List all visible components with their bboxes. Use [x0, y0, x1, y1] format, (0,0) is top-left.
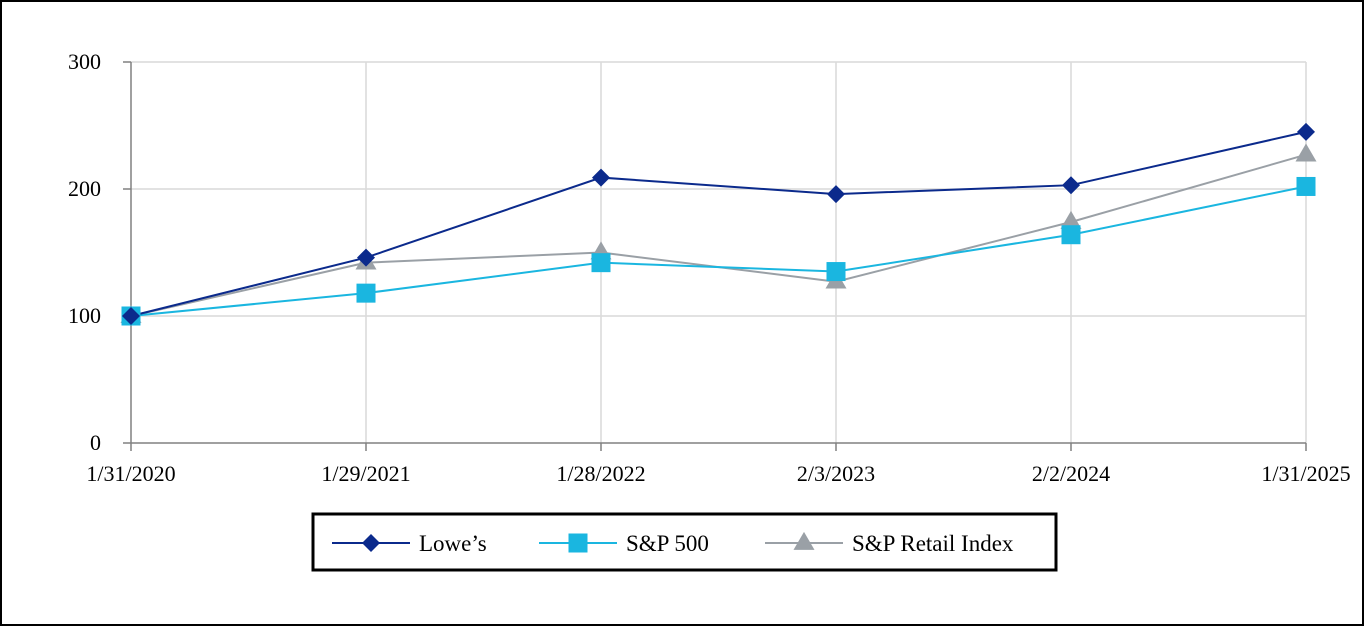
- legend-label-0: Lowe’s: [419, 531, 487, 556]
- legend-marker-1: [568, 533, 588, 553]
- data-point-s2-5: [1295, 143, 1317, 162]
- legend-marker-2: [793, 531, 815, 550]
- data-point-s1-5: [1296, 176, 1316, 196]
- data-point-s1-4: [1061, 225, 1081, 245]
- y-tick-label: 100: [68, 303, 101, 328]
- data-point-s0-0: [122, 307, 140, 325]
- y-tick-label: 300: [68, 49, 101, 74]
- tick-labels: 0 100 200 300 1/31/2020 1/29/2021 1/28/2022 2/3…: [68, 49, 1351, 486]
- series-lines: [130, 130, 1307, 317]
- data-point-s0-2: [592, 168, 610, 187]
- series-markers: [120, 122, 1317, 326]
- data-point-s0-3: [827, 185, 845, 204]
- x-tick-label: 1/31/2025: [1261, 461, 1350, 486]
- x-tick-label: 1/28/2022: [556, 461, 645, 486]
- legend-box: [311, 512, 1058, 572]
- data-point-s1-3: [826, 262, 846, 282]
- series-line-2: [130, 153, 1307, 317]
- x-tick-label: 1/29/2021: [321, 461, 410, 486]
- y-tick-label: 200: [68, 176, 101, 201]
- legend-marker-0: [362, 534, 380, 552]
- x-tick-label: 1/31/2020: [86, 461, 175, 486]
- data-point-s1-2: [591, 253, 611, 273]
- series-line-1: [130, 185, 1307, 317]
- data-point-s1-1: [356, 283, 376, 303]
- x-tick-label: 2/2/2024: [1032, 461, 1110, 486]
- axes: [123, 61, 1307, 451]
- data-point-s2-4: [1060, 210, 1082, 229]
- legend-label-2: S&P Retail Index: [852, 531, 1014, 556]
- legend: Lowe’s S&P 500 S&P Retail Index: [311, 512, 1058, 572]
- legend-label-1: S&P 500: [626, 531, 709, 556]
- data-point-s0-4: [1062, 176, 1080, 195]
- data-point-s0-5: [1297, 122, 1315, 141]
- series-line-0: [130, 130, 1307, 317]
- x-tick-label: 2/3/2023: [797, 461, 875, 486]
- gridlines: [131, 61, 1307, 443]
- y-tick-label: 0: [90, 430, 101, 455]
- data-point-s0-1: [357, 248, 375, 267]
